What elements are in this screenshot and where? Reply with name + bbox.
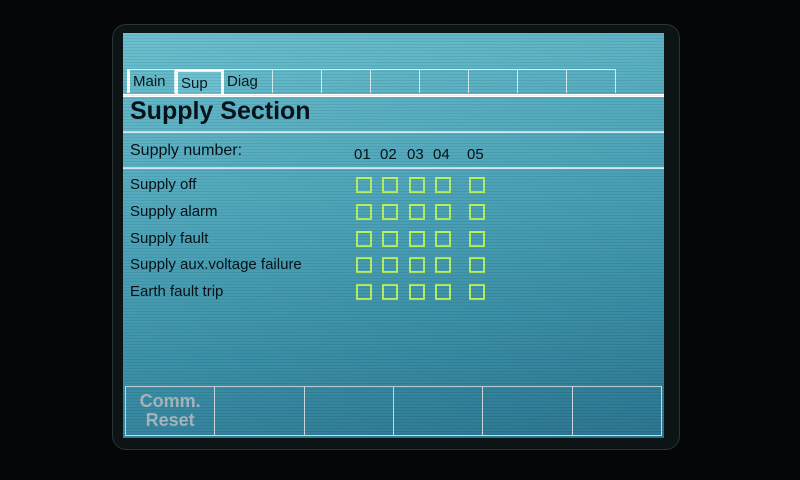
status-indicator xyxy=(469,257,485,273)
status-indicator xyxy=(409,204,425,220)
divider xyxy=(123,167,664,169)
status-indicator xyxy=(435,284,451,300)
status-indicator xyxy=(356,257,372,273)
status-indicator xyxy=(409,257,425,273)
row-label: Supply alarm xyxy=(130,203,218,220)
status-indicator xyxy=(469,284,485,300)
status-indicator xyxy=(409,231,425,247)
column-header-04: 04 xyxy=(433,146,450,163)
row-label: Supply fault xyxy=(130,230,209,247)
row-label: Supply off xyxy=(130,176,197,193)
column-header-01: 01 xyxy=(354,146,371,163)
row-label: Supply aux.voltage failure xyxy=(130,256,302,273)
row-label: Earth fault trip xyxy=(130,283,224,300)
tab-diag[interactable]: Diag xyxy=(224,69,273,93)
tab-underline xyxy=(123,94,664,97)
column-header-03: 03 xyxy=(407,146,424,163)
status-indicator xyxy=(382,177,398,193)
tab-empty-3[interactable] xyxy=(273,69,322,93)
tab-empty-4[interactable] xyxy=(322,69,371,93)
page-title: Supply Section xyxy=(130,97,311,125)
softkey-label: Comm. xyxy=(139,391,201,411)
status-indicator xyxy=(382,257,398,273)
supply-number-label: Supply number: xyxy=(130,142,243,159)
softkey-empty[interactable] xyxy=(305,387,394,435)
softkey-label: Reset xyxy=(145,410,195,430)
status-indicator xyxy=(356,177,372,193)
column-header-05: 05 xyxy=(467,146,484,163)
status-indicator xyxy=(435,177,451,193)
status-indicator xyxy=(435,204,451,220)
status-indicator xyxy=(409,284,425,300)
tab-sup[interactable]: Sup xyxy=(175,69,224,96)
softkey-empty[interactable] xyxy=(215,387,305,435)
column-header-02: 02 xyxy=(380,146,397,163)
tab-empty-8[interactable] xyxy=(518,69,567,93)
status-indicator xyxy=(469,177,485,193)
hmi-screen: Main Sup Diag Supply Section Supply number… xyxy=(123,33,664,438)
status-indicator xyxy=(356,284,372,300)
status-indicator xyxy=(356,231,372,247)
tab-empty-7[interactable] xyxy=(469,69,518,93)
softkey-empty[interactable] xyxy=(573,387,661,435)
status-indicator xyxy=(435,231,451,247)
status-indicator xyxy=(409,177,425,193)
status-indicator xyxy=(382,204,398,220)
status-indicator xyxy=(469,204,485,220)
tab-empty-6[interactable] xyxy=(420,69,469,93)
status-indicator xyxy=(382,231,398,247)
divider xyxy=(123,131,664,133)
status-indicator xyxy=(435,257,451,273)
status-indicator xyxy=(469,231,485,247)
softkey-bar: Comm. Reset xyxy=(125,386,662,436)
comm-reset-button[interactable]: Comm. Reset xyxy=(126,387,216,435)
tab-empty-5[interactable] xyxy=(371,69,420,93)
status-indicator xyxy=(382,284,398,300)
tab-bar: Main Sup Diag xyxy=(123,69,664,96)
status-indicator xyxy=(356,204,372,220)
tab-main[interactable]: Main xyxy=(127,69,175,93)
softkey-empty[interactable] xyxy=(483,387,573,435)
tab-empty-9[interactable] xyxy=(567,69,616,93)
softkey-empty[interactable] xyxy=(394,387,484,435)
